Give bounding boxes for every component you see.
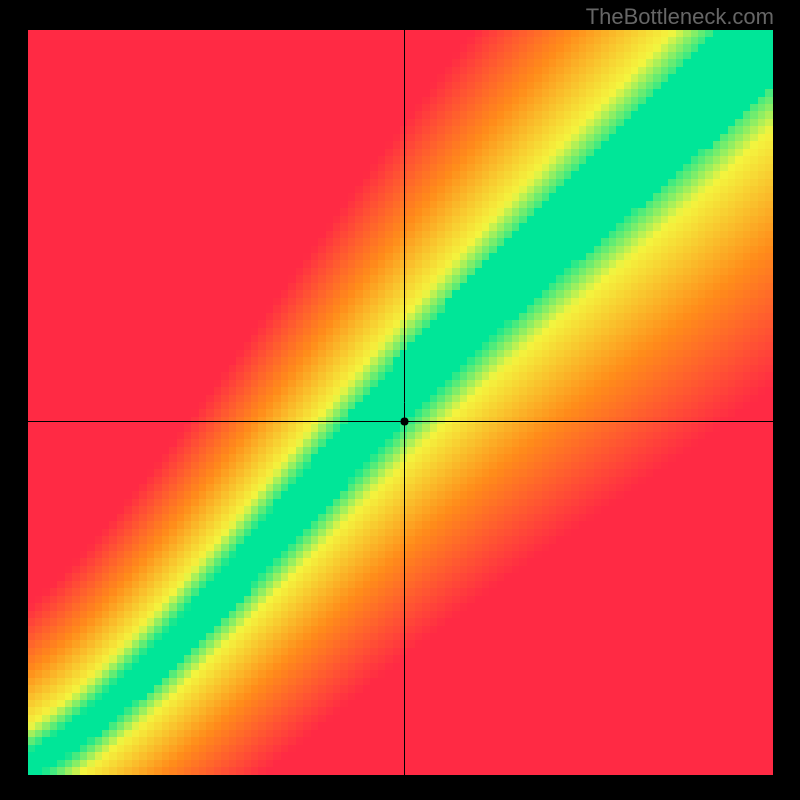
- heatmap-canvas: [28, 30, 773, 775]
- heatmap-plot: [28, 30, 773, 775]
- watermark-text: TheBottleneck.com: [586, 4, 774, 30]
